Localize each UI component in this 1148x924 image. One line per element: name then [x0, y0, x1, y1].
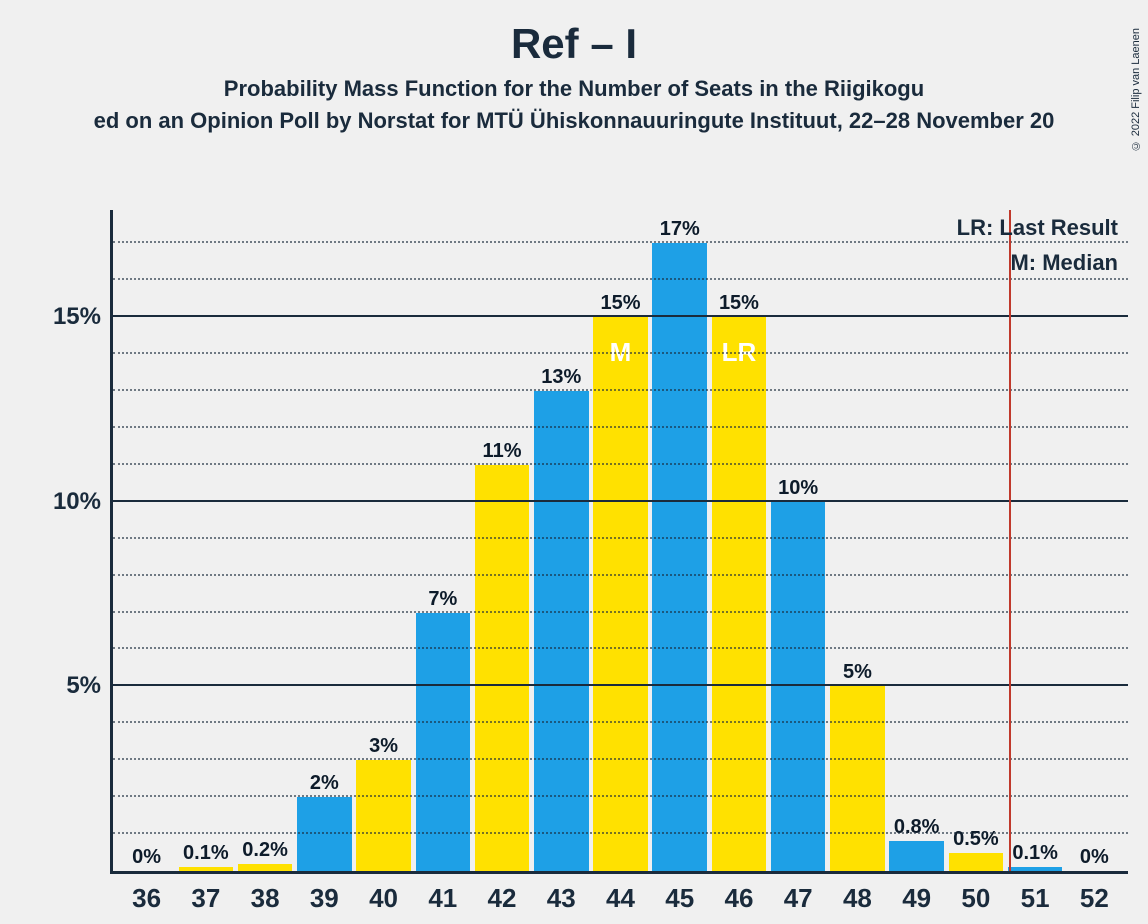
x-axis-label: 37: [191, 871, 220, 914]
bar-value-label: 0.2%: [242, 839, 288, 864]
grid-minor-line: [113, 795, 1128, 797]
bar-value-label: 10%: [778, 477, 818, 502]
bar-column: 0.1%51: [1006, 210, 1065, 871]
x-axis-label: 49: [902, 871, 931, 914]
bar-column: 3%40: [354, 210, 413, 871]
chart-area: LR: Last Result M: Median 0%360.1%370.2%…: [0, 200, 1148, 924]
x-axis-label: 45: [665, 871, 694, 914]
bar-column: 5%48: [828, 210, 887, 871]
y-axis-label: 15%: [53, 303, 113, 331]
bar: 15%M: [593, 317, 647, 871]
grid-minor-line: [113, 352, 1128, 354]
bar: 0.8%: [889, 841, 943, 871]
grid-minor-line: [113, 758, 1128, 760]
x-axis-label: 42: [488, 871, 517, 914]
y-axis-label: 10%: [53, 488, 113, 516]
bar-value-label: 15%: [600, 292, 640, 317]
chart-source: ed on an Opinion Poll by Norstat for MTÜ…: [0, 108, 1148, 134]
bar-column: 0.8%49: [887, 210, 946, 871]
grid-minor-line: [113, 832, 1128, 834]
reference-line: [1009, 210, 1011, 871]
x-axis-label: 40: [369, 871, 398, 914]
chart-title: Ref – I: [0, 20, 1148, 68]
grid-minor-line: [113, 611, 1128, 613]
x-axis-label: 44: [606, 871, 635, 914]
legend-lr: LR: Last Result: [957, 210, 1118, 245]
grid-major-line: [113, 315, 1128, 317]
x-axis-label: 36: [132, 871, 161, 914]
x-axis-label: 41: [428, 871, 457, 914]
bar-value-label: 7%: [428, 588, 457, 613]
bar-value-label: 0.1%: [1012, 842, 1058, 867]
legend: LR: Last Result M: Median: [957, 210, 1118, 280]
bar-value-label: 0.1%: [183, 842, 229, 867]
bar: 0.5%: [949, 853, 1003, 871]
bar-value-label: 13%: [541, 366, 581, 391]
bar: 15%LR: [712, 317, 766, 871]
bar-value-label: 5%: [843, 661, 872, 686]
grid-minor-line: [113, 426, 1128, 428]
bar: 2%: [297, 797, 351, 871]
grid-major-line: [113, 684, 1128, 686]
x-axis-label: 48: [843, 871, 872, 914]
bar-column: 15%M44: [591, 210, 650, 871]
bar-column: 0%52: [1065, 210, 1124, 871]
bar-column: 0.5%50: [946, 210, 1005, 871]
grid-minor-line: [113, 574, 1128, 576]
grid-minor-line: [113, 721, 1128, 723]
grid-minor-line: [113, 537, 1128, 539]
bar-value-label: 15%: [719, 292, 759, 317]
bar-value-label: 0%: [132, 846, 161, 871]
x-axis-label: 46: [724, 871, 753, 914]
y-axis-label: 5%: [66, 672, 113, 700]
grid-minor-line: [113, 647, 1128, 649]
x-axis-label: 39: [310, 871, 339, 914]
bar: 0.2%: [238, 864, 292, 871]
bar-column: 15%LR46: [709, 210, 768, 871]
bar: 11%: [475, 465, 529, 871]
bar: 5%: [830, 686, 884, 871]
bar-value-label: 3%: [369, 735, 398, 760]
plot-region: LR: Last Result M: Median 0%360.1%370.2%…: [110, 210, 1128, 874]
chart-subtitle: Probability Mass Function for the Number…: [0, 76, 1148, 102]
grid-minor-line: [113, 389, 1128, 391]
bar: 17%: [652, 243, 706, 871]
bar-column: 0%36: [117, 210, 176, 871]
x-axis-label: 52: [1080, 871, 1109, 914]
bar-value-label: 0%: [1080, 846, 1109, 871]
x-axis-label: 50: [961, 871, 990, 914]
bar-value-label: 17%: [660, 218, 700, 243]
grid-major-line: [113, 500, 1128, 502]
bar-column: 0.1%37: [176, 210, 235, 871]
bar-column: 7%41: [413, 210, 472, 871]
bar-column: 2%39: [295, 210, 354, 871]
legend-m: M: Median: [957, 245, 1118, 280]
bars-container: 0%360.1%370.2%382%393%407%4111%4213%4315…: [113, 210, 1128, 871]
bar-value-label: 11%: [483, 440, 522, 465]
bar-column: 0.2%38: [235, 210, 294, 871]
bar-column: 10%47: [769, 210, 828, 871]
x-axis-label: 38: [251, 871, 280, 914]
bar-column: 17%45: [650, 210, 709, 871]
grid-minor-line: [113, 463, 1128, 465]
bar-value-label: 2%: [310, 772, 339, 797]
bar-column: 11%42: [472, 210, 531, 871]
bar-column: 13%43: [532, 210, 591, 871]
bar-value-label: 0.8%: [894, 816, 940, 841]
x-axis-label: 47: [784, 871, 813, 914]
x-axis-label: 51: [1021, 871, 1050, 914]
x-axis-label: 43: [547, 871, 576, 914]
bar: 3%: [356, 760, 410, 871]
copyright-text: © 2022 Filip van Laenen: [1130, 28, 1142, 151]
